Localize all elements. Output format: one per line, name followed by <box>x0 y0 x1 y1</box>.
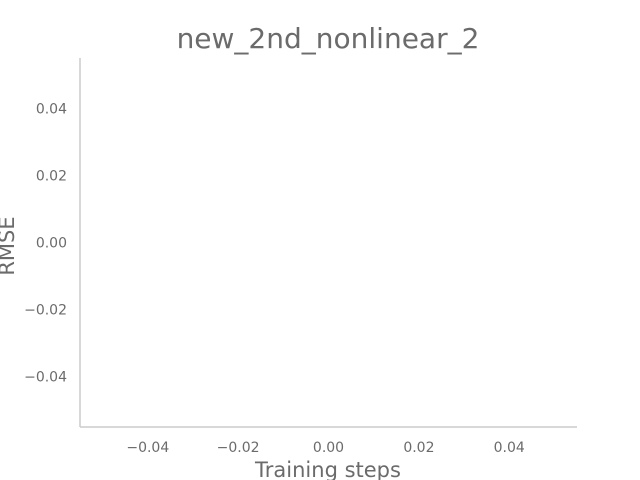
x-axis-label: Training steps <box>254 458 401 480</box>
y-tick-label: −0.02 <box>24 303 67 319</box>
y-tick-label: −0.04 <box>24 370 67 386</box>
y-tick-labels: −0.04 −0.02 0.00 0.02 0.04 <box>24 101 67 385</box>
y-tick-label: 0.00 <box>36 236 67 252</box>
y-tick-label: 0.04 <box>36 101 67 117</box>
x-tick-labels: −0.04 −0.02 0.00 0.02 0.04 <box>126 440 525 456</box>
x-tick-label: 0.00 <box>313 440 344 456</box>
y-axis-label: RMSE <box>0 216 19 275</box>
plot-area <box>79 58 577 428</box>
x-tick-label: −0.04 <box>126 440 169 456</box>
y-tick-label: 0.02 <box>36 168 67 184</box>
x-tick-label: −0.02 <box>217 440 260 456</box>
x-tick-label: 0.04 <box>494 440 525 456</box>
x-tick-label: 0.02 <box>403 440 434 456</box>
chart-title: new_2nd_nonlinear_2 <box>177 22 480 55</box>
